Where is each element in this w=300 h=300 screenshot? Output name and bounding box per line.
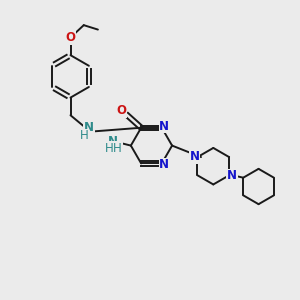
- Text: N: N: [84, 122, 94, 134]
- Text: N: N: [159, 120, 169, 133]
- Text: O: O: [116, 104, 126, 118]
- Text: N: N: [190, 150, 200, 163]
- Text: H: H: [113, 142, 122, 155]
- Text: N: N: [159, 158, 169, 171]
- Text: H: H: [104, 142, 113, 155]
- Text: O: O: [65, 31, 76, 44]
- Text: N: N: [108, 135, 118, 148]
- Text: N: N: [227, 169, 237, 182]
- Text: H: H: [80, 129, 88, 142]
